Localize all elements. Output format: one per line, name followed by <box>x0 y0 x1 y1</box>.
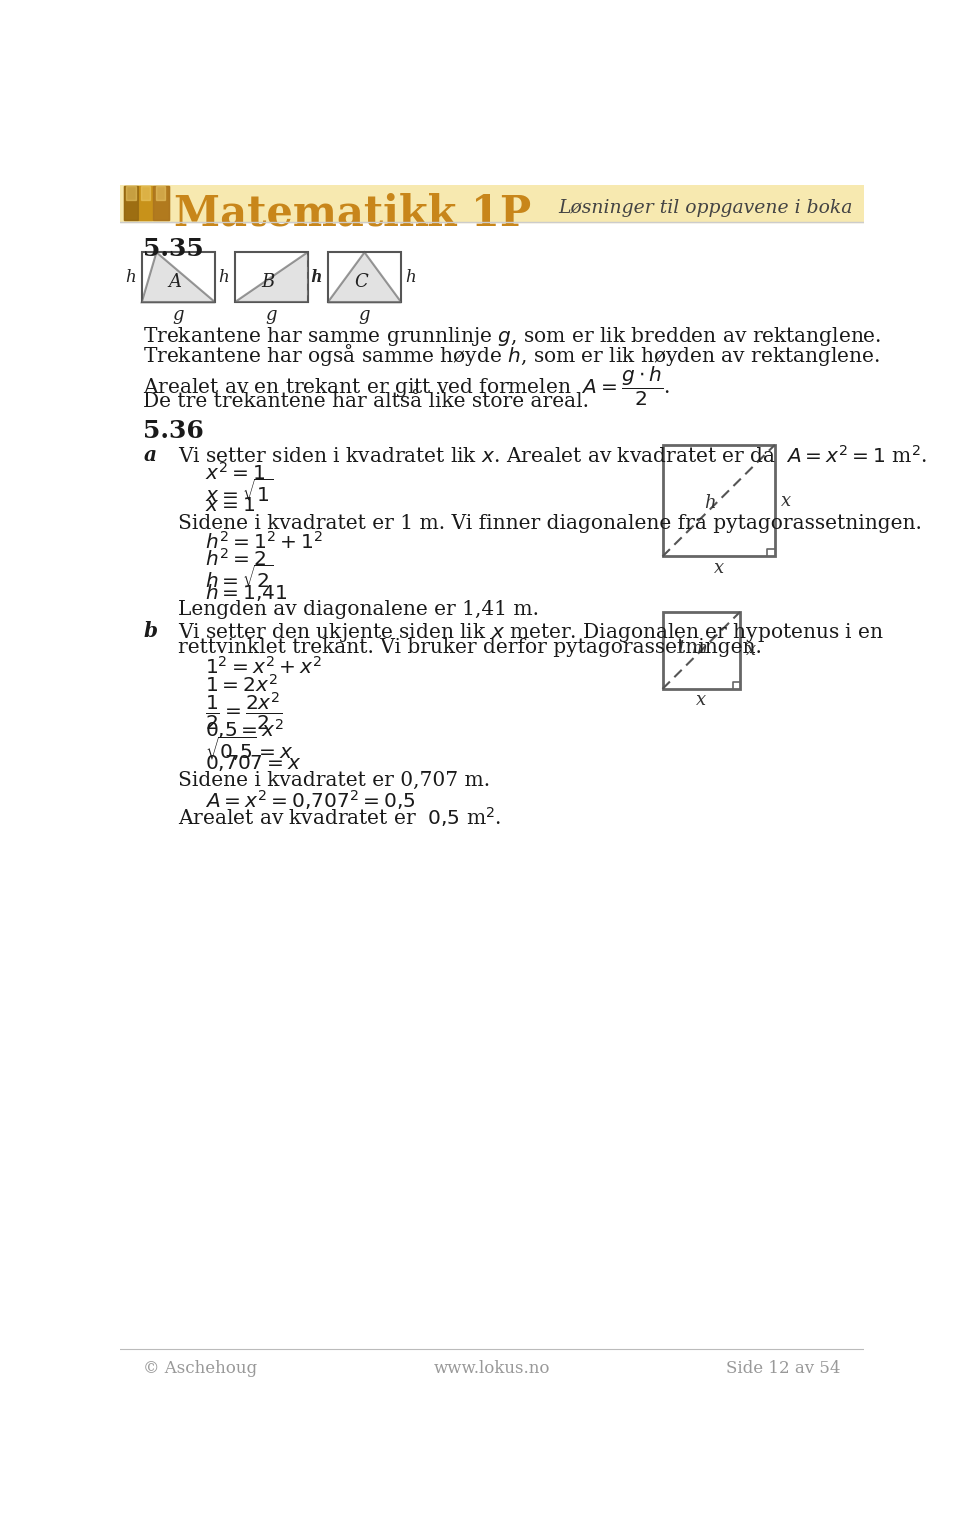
Text: h: h <box>218 269 228 286</box>
Text: B: B <box>261 274 275 291</box>
Bar <box>126 186 135 200</box>
Text: Vi setter den ukjente siden lik $x$ meter. Diagonalen er hypotenus i en: Vi setter den ukjente siden lik $x$ mete… <box>179 621 884 644</box>
Bar <box>124 186 169 220</box>
Text: Matematikk 1P: Matematikk 1P <box>175 192 532 235</box>
Text: Trekantene har også samme høyde $h$, som er lik høyden av rektanglene.: Trekantene har også samme høyde $h$, som… <box>143 341 880 368</box>
Text: x: x <box>746 641 756 660</box>
Text: Løsninger til oppgavene i boka: Løsninger til oppgavene i boka <box>558 198 852 217</box>
Bar <box>234 252 308 303</box>
Text: 5.36: 5.36 <box>143 420 204 443</box>
Text: Vi setter siden i kvadratet lik $x$. Arealet av kvadratet er da  $A = x^2 = 1$ m: Vi setter siden i kvadratet lik $x$. Are… <box>179 444 927 466</box>
Bar <box>120 185 864 221</box>
Bar <box>142 252 215 303</box>
Text: x: x <box>713 558 724 577</box>
Text: $\dfrac{1}{2} = \dfrac{2x^2}{2}$: $\dfrac{1}{2} = \dfrac{2x^2}{2}$ <box>205 691 282 734</box>
Polygon shape <box>142 252 215 303</box>
Text: rettvinklet trekant. Vi bruker derfor pytagorassetningen.: rettvinklet trekant. Vi bruker derfor py… <box>179 638 762 657</box>
Text: $x = 1$: $x = 1$ <box>205 495 255 515</box>
Bar <box>138 186 152 220</box>
Text: $h = \sqrt{2}$: $h = \sqrt{2}$ <box>205 564 274 592</box>
Text: De tre trekantene har altså like store areal.: De tre trekantene har altså like store a… <box>143 392 589 412</box>
Bar <box>327 252 401 303</box>
Text: g: g <box>266 306 277 325</box>
Text: Lengden av diagonalene er 1,41 m.: Lengden av diagonalene er 1,41 m. <box>179 600 540 620</box>
Text: $A = x^2 = 0{,}707^2 = 0{,}5$: $A = x^2 = 0{,}707^2 = 0{,}5$ <box>205 789 416 812</box>
Text: A: A <box>168 274 181 291</box>
Text: h: h <box>704 494 715 512</box>
Text: 5.35: 5.35 <box>143 237 204 261</box>
Text: $h^2 = 2$: $h^2 = 2$ <box>205 548 267 571</box>
Text: g: g <box>359 306 371 325</box>
Bar <box>124 186 138 220</box>
Text: x: x <box>781 492 791 509</box>
Text: $\sqrt{0{,}5} = x$: $\sqrt{0{,}5} = x$ <box>205 735 294 763</box>
Text: h: h <box>125 269 135 286</box>
Text: g: g <box>173 306 184 325</box>
Text: © Aschehoug: © Aschehoug <box>143 1360 257 1378</box>
Text: Arealet av en trekant er gitt ved formelen  $A = \dfrac{g \cdot h}{2}$.: Arealet av en trekant er gitt ved formel… <box>143 365 670 408</box>
Bar <box>153 186 169 220</box>
Text: Arealet av kvadratet er  $0{,}5$ m$^2$.: Arealet av kvadratet er $0{,}5$ m$^2$. <box>179 806 501 829</box>
Text: $h^2 = 1^2 + 1^2$: $h^2 = 1^2 + 1^2$ <box>205 531 324 554</box>
Text: Sidene i kvadratet er 1 m. Vi finner diagonalene fra pytagorassetningen.: Sidene i kvadratet er 1 m. Vi finner dia… <box>179 514 922 534</box>
Text: $x^2 = 1$: $x^2 = 1$ <box>205 461 266 483</box>
Text: h: h <box>311 269 322 286</box>
Text: x: x <box>696 692 707 709</box>
Text: $1^2 = x^2 + x^2$: $1^2 = x^2 + x^2$ <box>205 655 322 678</box>
Bar <box>141 186 150 200</box>
Text: b: b <box>143 621 157 641</box>
Text: Sidene i kvadratet er 0,707 m.: Sidene i kvadratet er 0,707 m. <box>179 771 491 791</box>
Text: Trekantene har samme grunnlinje $g$, som er lik bredden av rektanglene.: Trekantene har samme grunnlinje $g$, som… <box>143 325 881 348</box>
Polygon shape <box>234 252 308 303</box>
Text: $h = 1{,}41$: $h = 1{,}41$ <box>205 581 288 603</box>
Polygon shape <box>327 252 401 303</box>
Text: $1 = 2x^2$: $1 = 2x^2$ <box>205 674 277 695</box>
Text: www.lokus.no: www.lokus.no <box>434 1360 550 1378</box>
Bar <box>156 186 165 200</box>
Text: $0{,}707 = x$: $0{,}707 = x$ <box>205 752 301 772</box>
Bar <box>662 444 775 557</box>
Text: C: C <box>354 274 368 291</box>
Text: a: a <box>143 444 156 464</box>
Text: 1 m: 1 m <box>676 640 708 657</box>
Text: h: h <box>311 269 322 286</box>
Bar <box>662 612 740 689</box>
Text: h: h <box>405 269 416 286</box>
Text: $0{,}5 = x^2$: $0{,}5 = x^2$ <box>205 717 284 741</box>
Text: $x = \sqrt{1}$: $x = \sqrt{1}$ <box>205 478 274 506</box>
Text: Side 12 av 54: Side 12 av 54 <box>727 1360 841 1378</box>
